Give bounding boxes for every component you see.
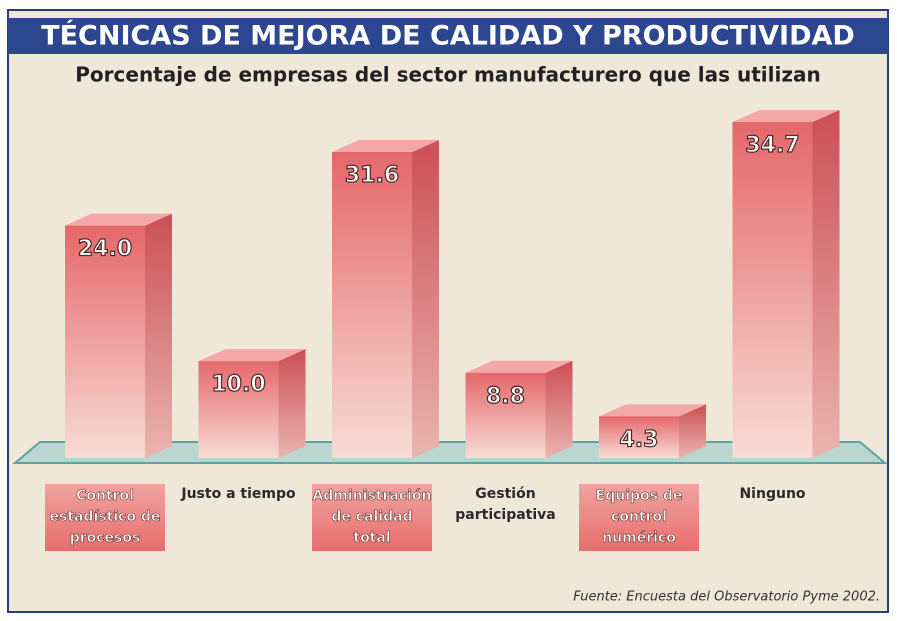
value-label: 24.0 [78,237,132,262]
x-tick-label: Equipos de control numérico [579,484,699,551]
bar-side [679,404,706,458]
source: Fuente: Encuesta del Observatorio Pyme 2… [573,590,880,605]
bar-side [412,140,439,459]
bar-top [465,360,573,373]
bar-side [812,110,840,458]
chart-subtitle: Porcentaje de empresas del sector manufa… [75,63,820,87]
x-tick-label: Ninguno [739,486,806,502]
bar [65,225,145,458]
value-label: 10.0 [211,372,265,397]
bar-top [599,404,706,417]
chart-title: TÉCNICAS DE MEJORA DE CALIDAD Y PRODUCTI… [41,20,855,52]
bar [732,122,813,458]
x-tick-label: Justo a tiempo [181,486,296,502]
bar-top [65,213,172,226]
title-bar [8,18,888,54]
x-tick-label: Gestión participativa [455,486,556,523]
x-tick-label: Control estadístico de procesos [45,484,165,551]
x-tick-label: Administración de calidad total [312,484,432,551]
bar [198,361,279,458]
bar-top [332,140,439,153]
bar [599,416,679,458]
value-label: 31.6 [345,163,399,188]
bar-top [198,349,306,362]
bar [332,152,412,459]
value-label: 8.8 [486,384,525,409]
value-label: 34.7 [745,133,799,158]
bar-side [545,360,573,458]
value-label: 4.3 [620,427,659,452]
bar-top [732,110,840,122]
bar-side [278,349,306,458]
bar [465,372,546,458]
bar-side [145,213,172,458]
